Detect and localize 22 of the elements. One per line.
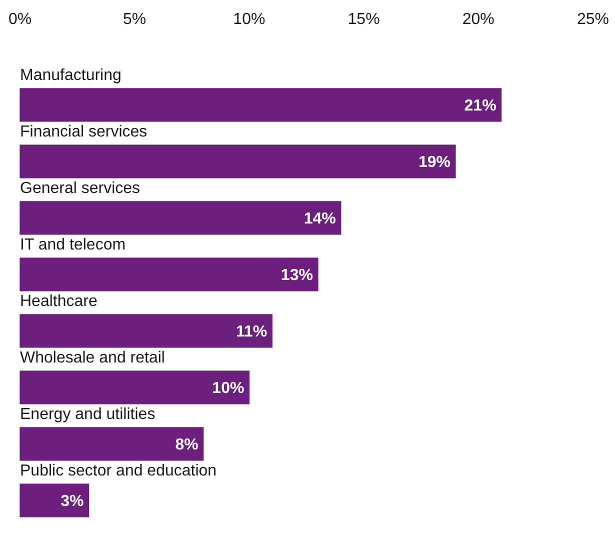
- y-tick-label: Energy and utilities: [20, 406, 156, 423]
- x-tick-label: 20%: [462, 11, 494, 28]
- x-tick-label: 25%: [576, 11, 610, 28]
- data-label: 10%: [212, 380, 244, 397]
- data-label: 14%: [304, 210, 336, 228]
- x-tick-label: 5%: [123, 11, 146, 28]
- y-tick-label: Healthcare: [20, 292, 98, 310]
- y-tick-label: IT and telecom: [20, 236, 126, 254]
- x-tick-label: 15%: [348, 11, 380, 28]
- data-label: 8%: [175, 436, 198, 454]
- x-tick-label: 10%: [233, 11, 266, 28]
- data-label: 21%: [464, 97, 496, 114]
- y-tick-label: Financial services: [20, 123, 148, 140]
- data-label: 19%: [418, 154, 450, 171]
- y-tick-label: Wholesale and retail: [20, 349, 165, 366]
- y-tick-label: Manufacturing: [20, 66, 122, 84]
- y-tick-label: General services: [20, 180, 140, 197]
- data-label: 3%: [60, 492, 84, 510]
- data-label: 13%: [280, 266, 313, 284]
- data-label: 11%: [236, 323, 268, 340]
- x-tick-label: 0%: [8, 11, 32, 28]
- y-tick-label: Public sector and education: [20, 462, 217, 480]
